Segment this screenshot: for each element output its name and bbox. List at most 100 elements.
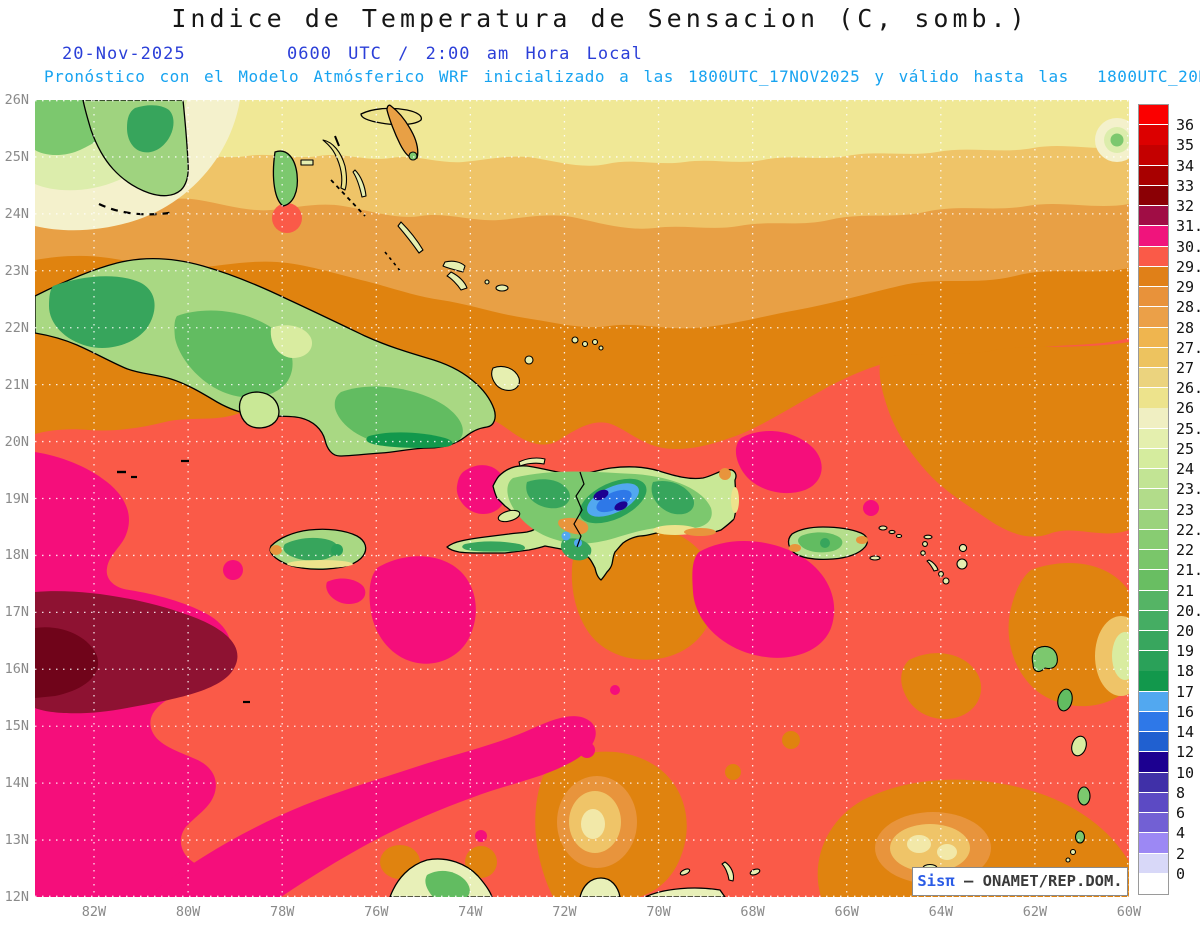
magenta-ne-of-hispaniola <box>735 431 822 494</box>
colorbar-label: 25.5 <box>1176 419 1200 438</box>
landmasses <box>35 100 1091 897</box>
colorbar-segment <box>1139 347 1168 368</box>
colorbar-segment <box>1139 388 1168 408</box>
coastal-ring-core <box>581 809 605 839</box>
cold-core <box>614 501 628 511</box>
east-orange-tongue <box>879 342 1129 537</box>
acklins-island <box>446 271 468 291</box>
magenta-spot <box>475 830 487 842</box>
lon-label: 74W <box>458 904 483 920</box>
jamaica-interior <box>283 537 338 561</box>
colorbar-segment <box>1139 368 1168 388</box>
colorbar-label: 0 <box>1176 864 1186 883</box>
lat-label: 23N <box>4 262 29 279</box>
magenta-below-jamaica <box>326 578 366 604</box>
pico-duarte-cold-core <box>593 489 609 501</box>
colorbar-segment <box>1139 691 1168 711</box>
antigua-island <box>956 558 968 570</box>
new-providence-island <box>300 159 314 166</box>
gonave-island <box>497 509 521 523</box>
colorbar-label: 35 <box>1176 136 1195 155</box>
colorbar-segment <box>1139 853 1168 873</box>
colorbar-scale-labels: 363534333231.530.729.72928.52827.52726.5… <box>1176 105 1200 894</box>
pr-west-fringe <box>789 544 801 552</box>
lon-label: 60W <box>1116 904 1142 920</box>
pi-symbol-icon: π <box>945 872 955 890</box>
tiburon-ridge <box>462 541 525 552</box>
aruba-island <box>679 868 691 876</box>
colorbar-label: 6 <box>1176 804 1186 823</box>
st-lucia-island <box>1077 786 1091 806</box>
eleuthera-island <box>322 139 348 191</box>
page-title: Indice de Temperatura de Sensacion (C, s… <box>171 4 1029 33</box>
longitude-axis: 82W 80W 78W 76W 74W 72W 70W 68W 66W 64W 62W 60W <box>35 904 1141 924</box>
colorbar-label: 27.5 <box>1176 338 1200 357</box>
lat-label: 25N <box>4 148 29 165</box>
orange-spot <box>725 764 741 780</box>
colorbar-label: 25 <box>1176 439 1195 458</box>
lon-label: 66W <box>834 904 859 920</box>
colorbar-segment <box>1139 752 1168 772</box>
barbuda-island <box>958 543 968 553</box>
lon-label: 64W <box>928 904 953 920</box>
grenadines-island <box>1065 857 1071 863</box>
colorbar-segment <box>1139 145 1168 165</box>
sierra-bahoruco <box>560 538 592 561</box>
band-pale-yellow <box>35 100 1129 166</box>
lon-label: 68W <box>740 904 765 920</box>
se-coast-fringe <box>684 528 716 536</box>
coastal-ring <box>890 824 970 872</box>
montserrat-island <box>942 577 950 585</box>
st-vincent-island <box>1074 830 1086 844</box>
lat-label: 15N <box>4 718 29 735</box>
lat-label: 16N <box>4 661 29 678</box>
colorbar-label: 34 <box>1176 156 1195 175</box>
andros-island <box>272 150 299 207</box>
magenta-windward-passage <box>456 465 507 514</box>
colorbar-label: 19 <box>1176 642 1195 661</box>
curacao-island <box>721 861 735 882</box>
colorbar-segment <box>1139 428 1168 448</box>
colorbar-segment <box>1139 732 1168 752</box>
colorbar-segment <box>1139 833 1168 853</box>
colorbar-label: 10 <box>1176 763 1195 782</box>
cool-spot <box>561 531 571 541</box>
martinique-island <box>1071 735 1087 757</box>
colorbar-segment <box>1139 489 1168 509</box>
ne-cool-spot-core <box>1110 133 1124 147</box>
guajira-interior <box>425 870 470 897</box>
colorbar-label: 18 <box>1176 662 1195 681</box>
mayaguana-island <box>495 284 509 292</box>
colorbar-segment <box>1139 711 1168 732</box>
valid-date-label: 20-Nov-2025 <box>62 44 186 64</box>
turks-caicos-island <box>598 345 604 351</box>
colorbar-label: 23 <box>1176 500 1195 519</box>
exuma-cays <box>330 179 366 217</box>
colorbar-label: 21.5 <box>1176 561 1200 580</box>
warm-spot <box>272 203 302 233</box>
colorbar-label: 33 <box>1176 176 1195 195</box>
colorbar-label: 16 <box>1176 702 1195 721</box>
crooked-island <box>442 260 466 273</box>
colorbar-segment <box>1139 165 1168 185</box>
turks-caicos-island <box>591 338 599 346</box>
colorbar-segment <box>1139 550 1168 570</box>
cuba-west-highlands <box>49 276 155 348</box>
colorbar-segment <box>1139 125 1168 145</box>
abaco-island <box>386 104 419 160</box>
cordillera-central-cooler <box>596 489 632 513</box>
cuba-central-highlands <box>174 310 293 398</box>
colorbar-segment <box>1139 631 1168 651</box>
tortuga-island <box>518 457 546 467</box>
lat-label: 20N <box>4 433 29 450</box>
colorbar-segment <box>1139 792 1168 813</box>
samana-fringe <box>719 468 731 480</box>
colorbar-label: 27 <box>1176 359 1195 377</box>
colorbar-label: 20 <box>1176 622 1195 640</box>
paraguana-peninsula <box>579 877 621 897</box>
virgin-island <box>895 533 903 539</box>
vieques-island <box>869 555 881 561</box>
blue-mountains <box>331 544 343 556</box>
colorbar-label: 30.7 <box>1176 237 1200 256</box>
colorbar-segment <box>1139 813 1168 833</box>
